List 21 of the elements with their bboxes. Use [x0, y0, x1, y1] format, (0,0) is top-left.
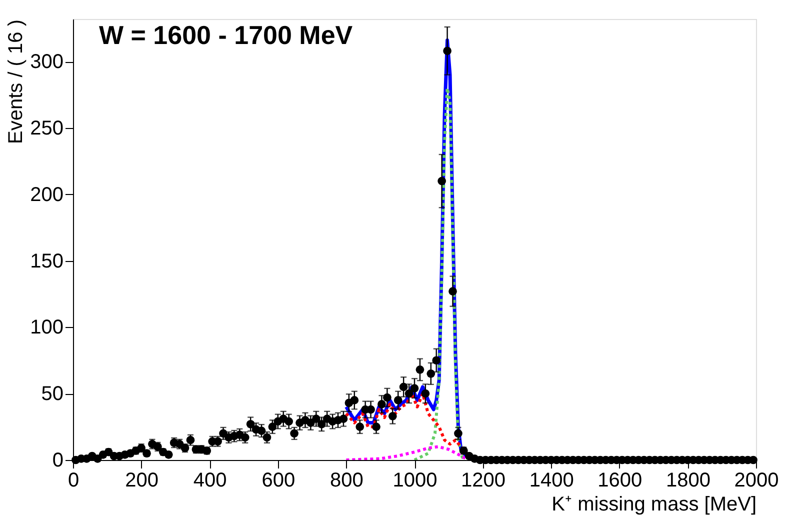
- y-axis-title: Events / ( 16 ): [5, 20, 28, 144]
- annotation: W = 1600 - 1700 MeV: [99, 20, 354, 50]
- x-tick-label: 0: [68, 470, 80, 492]
- y-tick-label: 100: [30, 316, 64, 339]
- x-tick-label: 200: [125, 470, 158, 492]
- x-tick-label: 800: [330, 470, 364, 492]
- y-tick-label: 300: [30, 51, 64, 74]
- y-tick-label: 150: [30, 250, 64, 272]
- y-tick-label: 200: [30, 184, 64, 206]
- x-tick-label: 600: [262, 470, 296, 492]
- x-tick-label: 1800: [666, 470, 710, 492]
- y-tick-label: 0: [52, 450, 64, 472]
- x-axis-title: K⁺ missing mass [MeV]: [552, 494, 756, 516]
- y-tick-label: 250: [30, 117, 64, 140]
- x-tick-label: 400: [193, 470, 227, 492]
- x-tick-label: 2000: [734, 470, 779, 492]
- x-tick-label: 1000: [392, 470, 438, 492]
- x-tick-label: 1400: [529, 470, 574, 492]
- y-tick-label: 50: [41, 383, 64, 406]
- x-tick-label: 1200: [461, 470, 506, 492]
- x-tick-label: 1600: [598, 470, 642, 492]
